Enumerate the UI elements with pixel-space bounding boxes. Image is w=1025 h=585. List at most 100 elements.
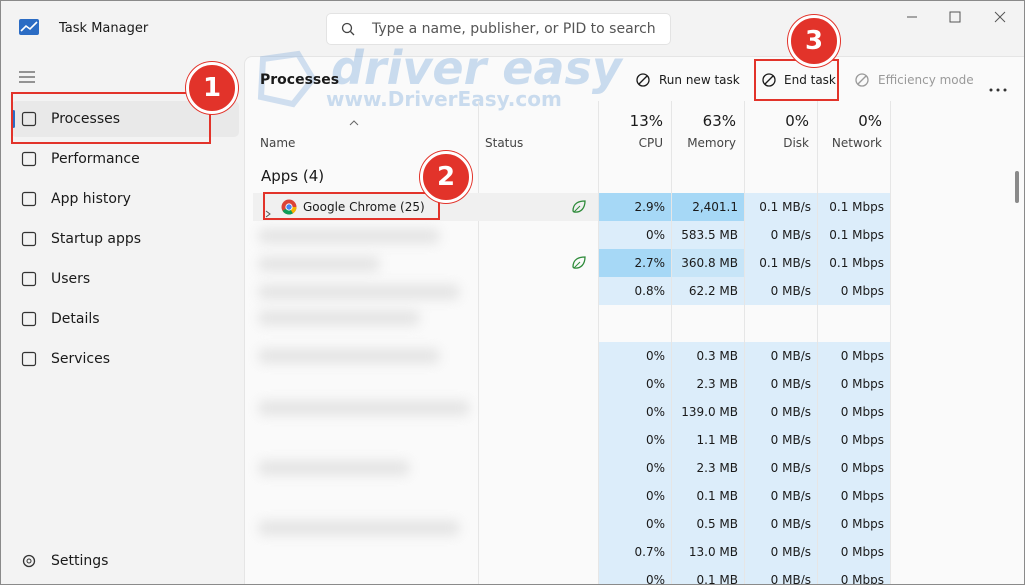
usage-cell: 0.1 Mbps <box>818 221 890 249</box>
nav-item[interactable]: Processes <box>51 111 121 127</box>
usage-cell: 0% <box>599 221 671 249</box>
usage-percent: 0% <box>858 112 882 130</box>
search-icon <box>341 22 355 36</box>
column-header: Disk <box>783 136 809 150</box>
menu-icon[interactable] <box>19 71 35 83</box>
nav-item[interactable]: Services <box>51 351 111 367</box>
blurred-name <box>259 349 439 363</box>
column-header: Network <box>831 136 882 150</box>
nav-icon <box>21 271 37 291</box>
search-placeholder: Type a name, publisher, or PID to search <box>372 21 656 37</box>
usage-cell: 0 MB/s <box>745 370 817 398</box>
usage-cell: 0 Mbps <box>818 277 890 305</box>
highlight-box <box>263 192 440 220</box>
toolbar-button[interactable]: End task <box>784 73 836 87</box>
window-controls[interactable] <box>901 7 1016 27</box>
selected-indicator <box>12 110 15 128</box>
column-header: Status <box>485 136 524 150</box>
usage-cell: 0 MB/s <box>745 454 817 482</box>
usage-cell: 0% <box>599 342 671 370</box>
usage-cell: 0.8% <box>599 277 671 305</box>
efficiency-leaf <box>571 255 587 275</box>
sort-caret <box>349 111 359 130</box>
column-divider <box>890 101 891 584</box>
highlight-box <box>754 59 839 101</box>
usage-cell: 0 MB/s <box>745 221 817 249</box>
nav-icon <box>21 351 37 371</box>
usage-cell: 0 Mbps <box>818 482 890 510</box>
process-name[interactable]: Google Chrome (25) <box>303 200 425 214</box>
usage-cell: 0 MB/s <box>745 538 817 566</box>
usage-cell: 0.1 MB <box>672 566 744 584</box>
usage-cell: 62.2 MB <box>672 277 744 305</box>
blurred-name <box>259 461 409 475</box>
usage-cell: 2.9% <box>599 193 671 221</box>
usage-cell: 0.7% <box>599 538 671 566</box>
usage-cell: 0 Mbps <box>818 454 890 482</box>
usage-cell: 0.1 MB/s <box>745 193 817 221</box>
usage-cell: 0% <box>599 426 671 454</box>
usage-cell: 0 Mbps <box>818 510 890 538</box>
usage-cell: 0 MB/s <box>745 566 817 584</box>
nav-icon <box>21 151 37 171</box>
button-icon <box>854 72 870 92</box>
highlight-box <box>11 92 211 144</box>
usage-cell: 0% <box>599 482 671 510</box>
expand-arrow <box>265 203 271 222</box>
nav-settings[interactable]: Settings <box>51 553 109 569</box>
column-divider <box>598 101 599 584</box>
column-divider <box>744 101 745 584</box>
nav-item[interactable]: Details <box>51 311 100 327</box>
column-header: Memory <box>687 136 736 150</box>
step-badge: 1 <box>186 62 238 114</box>
usage-cell: 0 Mbps <box>818 538 890 566</box>
step-badge: 3 <box>788 15 840 67</box>
usage-cell: 0 Mbps <box>818 426 890 454</box>
usage-cell: 2.7% <box>599 249 671 277</box>
toolbar-title: Processes <box>260 72 340 88</box>
usage-cell: 2.3 MB <box>672 454 744 482</box>
nav-item[interactable]: Performance <box>51 151 140 167</box>
step-badge: 2 <box>420 151 472 203</box>
column-divider <box>817 101 818 584</box>
efficiency-leaf <box>571 199 587 219</box>
nav-icon <box>21 231 37 251</box>
app-icon <box>19 19 39 35</box>
blurred-name <box>259 229 439 243</box>
usage-percent: 63% <box>702 112 736 130</box>
nav-item[interactable]: Startup apps <box>51 231 142 247</box>
usage-cell: 0% <box>599 510 671 538</box>
usage-cell: 0% <box>599 370 671 398</box>
nav-icon <box>21 111 37 131</box>
blurred-name <box>259 401 469 415</box>
usage-cell: 0% <box>599 454 671 482</box>
nav-item[interactable]: App history <box>51 191 131 207</box>
usage-cell: 1.1 MB <box>672 426 744 454</box>
column-header: CPU <box>638 136 663 150</box>
nav-item[interactable]: Users <box>51 271 91 287</box>
column-header: Name <box>260 136 296 150</box>
button-icon <box>761 72 777 92</box>
group-header: Apps (4) <box>261 167 325 185</box>
usage-cell: 0.1 MB <box>672 482 744 510</box>
usage-cell: 0% <box>599 398 671 426</box>
usage-cell: 0 MB/s <box>745 482 817 510</box>
usage-cell: 0 MB/s <box>745 510 817 538</box>
usage-cell: 0 MB/s <box>745 426 817 454</box>
settings-icon <box>21 553 37 573</box>
usage-cell: 139.0 MB <box>672 398 744 426</box>
window-title: Task Manager <box>59 21 149 36</box>
search-box[interactable]: Type a name, publisher, or PID to search <box>326 13 671 45</box>
usage-cell: 0 Mbps <box>818 398 890 426</box>
toolbar-button[interactable]: Efficiency mode <box>878 73 974 87</box>
more-button <box>989 77 1007 96</box>
chrome-icon <box>281 199 297 219</box>
usage-cell: 583.5 MB <box>672 221 744 249</box>
nav-icon <box>21 191 37 211</box>
usage-cell: 0% <box>599 566 671 584</box>
toolbar-button[interactable]: Run new task <box>659 73 740 87</box>
blurred-name <box>259 311 419 325</box>
usage-cell: 0 MB/s <box>745 342 817 370</box>
usage-cell: 0 Mbps <box>818 566 890 584</box>
